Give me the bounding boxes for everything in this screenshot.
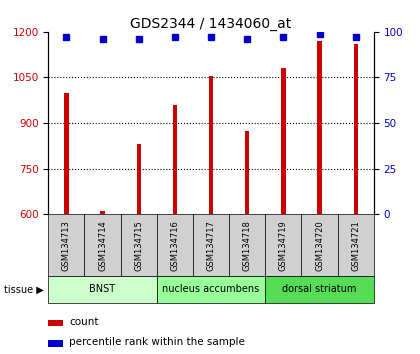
Bar xyxy=(48,341,63,347)
Bar xyxy=(193,214,229,276)
Text: GSM134721: GSM134721 xyxy=(351,220,360,270)
Bar xyxy=(173,105,177,214)
Bar xyxy=(48,276,157,303)
Text: nucleus accumbens: nucleus accumbens xyxy=(163,284,260,295)
Text: GSM134714: GSM134714 xyxy=(98,220,107,270)
Text: GSM134718: GSM134718 xyxy=(243,220,252,270)
Bar xyxy=(100,211,105,214)
Text: GSM134716: GSM134716 xyxy=(171,220,179,270)
Bar xyxy=(157,276,265,303)
Bar xyxy=(281,68,286,214)
Text: BNST: BNST xyxy=(89,284,116,295)
Bar xyxy=(318,41,322,214)
Text: GSM134719: GSM134719 xyxy=(279,220,288,270)
Title: GDS2344 / 1434060_at: GDS2344 / 1434060_at xyxy=(131,17,291,31)
Bar xyxy=(84,214,121,276)
Bar xyxy=(338,214,374,276)
Bar xyxy=(302,214,338,276)
Bar xyxy=(48,214,84,276)
Text: GSM134720: GSM134720 xyxy=(315,220,324,270)
Text: percentile rank within the sample: percentile rank within the sample xyxy=(69,337,245,348)
Bar xyxy=(245,131,249,214)
Bar xyxy=(136,144,141,214)
Bar xyxy=(229,214,265,276)
Text: GSM134715: GSM134715 xyxy=(134,220,143,270)
Text: tissue ▶: tissue ▶ xyxy=(4,284,44,295)
Bar xyxy=(64,93,68,214)
Bar xyxy=(121,214,157,276)
Bar xyxy=(157,214,193,276)
Text: count: count xyxy=(69,317,99,327)
Bar xyxy=(265,214,302,276)
Bar xyxy=(354,44,358,214)
Text: dorsal striatum: dorsal striatum xyxy=(282,284,357,295)
Text: GSM134717: GSM134717 xyxy=(207,220,215,270)
Bar xyxy=(48,320,63,326)
Text: GSM134713: GSM134713 xyxy=(62,220,71,270)
Bar xyxy=(209,76,213,214)
Bar xyxy=(265,276,374,303)
